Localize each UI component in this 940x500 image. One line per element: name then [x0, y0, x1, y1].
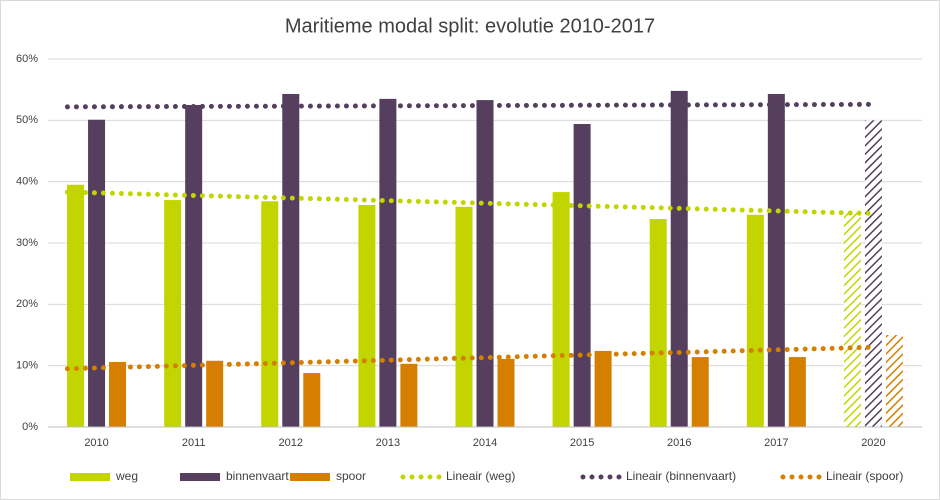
y-tick-label: 60% — [16, 53, 38, 65]
y-tick-label: 30% — [16, 237, 38, 249]
bar — [746, 214, 764, 427]
bar — [552, 192, 570, 427]
x-tick-label: 2016 — [667, 437, 691, 449]
x-tick-label: 2012 — [279, 437, 303, 449]
bar — [88, 119, 106, 427]
bar — [282, 93, 300, 428]
bar — [185, 105, 203, 427]
x-tick-label: 2020 — [861, 437, 885, 449]
bar — [476, 100, 494, 428]
bar — [691, 357, 709, 427]
bar — [767, 93, 785, 428]
legend-swatch — [70, 473, 110, 481]
trendline — [64, 189, 876, 217]
bar — [670, 90, 688, 427]
bar — [164, 200, 182, 427]
y-tick-label: 40% — [16, 176, 38, 188]
bar — [455, 206, 473, 427]
bar — [261, 201, 279, 427]
bar — [864, 120, 882, 427]
x-tick-label: 2017 — [764, 437, 788, 449]
y-tick-label: 50% — [16, 114, 38, 126]
bar — [885, 335, 903, 427]
legend-label: binnenvaart — [226, 469, 289, 483]
chart-title: Maritieme modal split: evolutie 2010-201… — [285, 15, 655, 37]
bar — [358, 204, 376, 427]
x-tick-label: 2010 — [84, 437, 108, 449]
legend-label: Lineair (spoor) — [826, 469, 903, 483]
legend-label: Lineair (weg) — [446, 469, 515, 483]
y-tick-label: 0% — [22, 421, 38, 433]
bar — [788, 357, 806, 427]
bar — [649, 219, 667, 427]
y-tick-label: 20% — [16, 298, 38, 310]
x-tick-label: 2011 — [182, 437, 206, 449]
x-tick-label: 2014 — [473, 437, 497, 449]
x-tick-label: 2013 — [376, 437, 400, 449]
y-tick-label: 10% — [16, 360, 38, 372]
legend-label: spoor — [336, 469, 366, 483]
legend-swatch — [180, 473, 220, 481]
bar — [379, 98, 397, 427]
trendline — [64, 344, 876, 372]
bar — [843, 212, 861, 427]
bar — [303, 373, 321, 427]
bar — [573, 124, 591, 427]
x-tick-label: 2015 — [570, 437, 594, 449]
bar — [497, 358, 515, 427]
legend-label: Lineair (binnenvaart) — [626, 469, 736, 483]
trendline — [64, 101, 876, 110]
bar — [594, 350, 612, 427]
bar — [67, 184, 85, 427]
bar — [109, 361, 127, 427]
legend-swatch — [290, 473, 330, 481]
bar — [206, 360, 224, 427]
legend-label: weg — [115, 469, 138, 483]
bar — [400, 363, 418, 427]
